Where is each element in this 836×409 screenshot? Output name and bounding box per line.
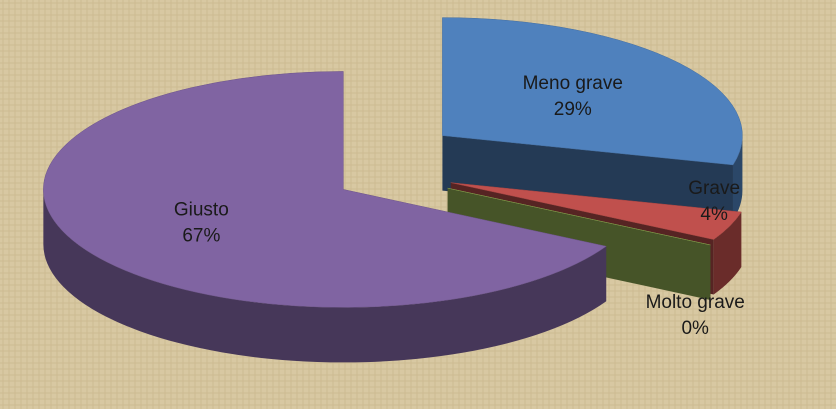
- slice-wall: [713, 212, 742, 295]
- slice-label-name: Molto grave: [646, 292, 745, 313]
- slice-label-name: Meno grave: [523, 73, 623, 94]
- slice-label-value: 0%: [681, 318, 709, 339]
- slice-face: [442, 135, 733, 220]
- slice: [447, 187, 711, 246]
- slice: [442, 17, 743, 166]
- slice-label-value: 67%: [182, 225, 220, 246]
- slice-label-value: 4%: [700, 204, 728, 225]
- slice-label-value: 29%: [554, 99, 592, 120]
- slice: [43, 71, 607, 308]
- slice-wall: [43, 189, 607, 363]
- slice-label-name: Grave: [688, 178, 740, 199]
- slice-label-name: Giusto: [174, 199, 229, 220]
- slice-wall: [732, 135, 743, 220]
- slice: [450, 182, 742, 240]
